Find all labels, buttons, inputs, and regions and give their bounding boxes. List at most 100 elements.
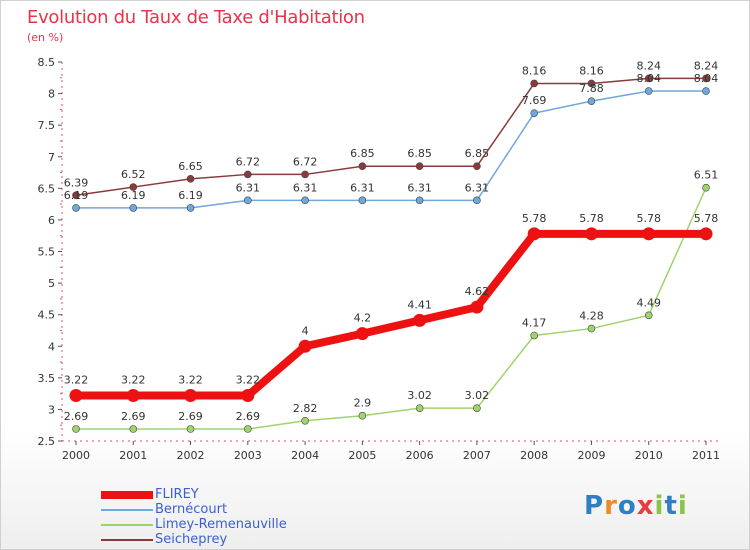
- data-label: 3.22: [178, 374, 203, 387]
- data-label: 6.31: [236, 181, 261, 194]
- legend-label: FLIREY: [155, 487, 199, 502]
- x-tick-label: 2010: [635, 449, 663, 462]
- data-label: 4.2: [354, 312, 372, 325]
- y-tick-label: 5: [48, 277, 55, 290]
- x-tick-label: 2008: [520, 449, 548, 462]
- data-point: [129, 183, 138, 191]
- data-point: [642, 227, 656, 241]
- data-label: 2.69: [64, 410, 89, 423]
- data-label: 6.85: [465, 147, 490, 160]
- data-label: 6.51: [694, 169, 719, 182]
- data-label: 3.02: [465, 389, 490, 402]
- legend-swatch: [101, 508, 153, 511]
- data-label: 6.19: [178, 189, 203, 202]
- x-tick-label: 2000: [62, 449, 90, 462]
- y-tick-label: 3.5: [38, 372, 56, 385]
- data-point: [413, 313, 427, 327]
- data-label: 6.72: [236, 155, 261, 168]
- y-tick-label: 3: [48, 403, 55, 416]
- data-point: [644, 87, 653, 95]
- data-point: [358, 411, 367, 420]
- legend-swatch: [101, 523, 153, 526]
- data-point: [244, 170, 252, 179]
- data-label: 8.16: [522, 64, 547, 77]
- data-point: [473, 162, 481, 171]
- data-label: 2.82: [293, 402, 318, 415]
- data-point: [358, 162, 367, 171]
- chart-title: Evolution du Taux de Taxe d'Habitation: [27, 7, 365, 28]
- y-tick-label: 7.5: [38, 119, 56, 132]
- data-point: [530, 331, 538, 340]
- data-point: [126, 389, 140, 403]
- proxiti-logo: Proxiti: [584, 491, 688, 521]
- legend-label: Seicheprey: [155, 532, 228, 547]
- series-line: [72, 229, 710, 400]
- data-point: [584, 227, 598, 241]
- data-label: 6.31: [293, 181, 318, 194]
- series-points: [69, 74, 713, 433]
- legend: FLIREY Bernécourt Limey-Remenauville Seiche…: [101, 487, 287, 547]
- data-label: 6.19: [64, 189, 89, 202]
- data-point: [298, 339, 312, 353]
- data-label: 6.85: [350, 147, 375, 160]
- data-point: [702, 87, 710, 95]
- data-point: [244, 425, 252, 433]
- data-label: 2.69: [178, 410, 203, 423]
- data-point: [358, 196, 367, 205]
- data-label: 3.22: [121, 374, 146, 387]
- data-label: 5.78: [522, 212, 547, 225]
- data-point: [129, 425, 138, 433]
- axes: 2.5 3 3.5 4 4.5 5 5.5 6 6.5 7 7.5 8 8.5 2000 2001 2002 2…: [38, 56, 720, 462]
- data-label: 8.16: [579, 64, 604, 77]
- legend-item: Limey-Remenauville: [101, 517, 287, 532]
- data-point: [587, 324, 596, 333]
- data-label: 7.88: [579, 82, 604, 95]
- legend-label: Bernécourt: [155, 502, 228, 517]
- y-tick-label: 7: [48, 151, 55, 164]
- y-tick-label: 8: [48, 88, 55, 101]
- data-label: 6.39: [64, 176, 89, 189]
- data-label: 8.24: [636, 59, 661, 72]
- legend-swatch: [101, 490, 153, 499]
- data-point: [186, 175, 195, 183]
- data-point: [470, 300, 484, 314]
- data-point: [186, 425, 195, 433]
- legend-item: FLIREY: [101, 487, 287, 502]
- data-point: [473, 404, 481, 412]
- data-label: 6.72: [293, 155, 318, 168]
- data-label: 5.78: [636, 212, 661, 225]
- data-point: [184, 389, 198, 403]
- data-label: 8.04: [694, 72, 719, 85]
- data-point: [527, 227, 541, 241]
- y-tick-label: 4.5: [38, 309, 56, 322]
- data-label: 4: [302, 324, 309, 337]
- data-point: [699, 227, 713, 241]
- x-tick-label: 2011: [692, 449, 720, 462]
- data-point: [244, 196, 252, 205]
- data-label: 6.85: [407, 147, 432, 160]
- data-point: [702, 74, 710, 83]
- data-label: 4.41: [407, 298, 432, 311]
- x-tick-label: 2009: [577, 449, 605, 462]
- data-label: 6.52: [121, 168, 146, 181]
- data-point: [644, 311, 653, 320]
- data-point: [241, 389, 255, 403]
- data-label: 2.9: [354, 397, 372, 410]
- x-tick-label: 2005: [348, 449, 376, 462]
- x-tick-label: 2002: [177, 449, 205, 462]
- data-point: [69, 389, 83, 403]
- data-label: 2.69: [236, 410, 261, 423]
- data-labels: 6.19 6.19 6.19 6.31 6.31 6.31 6.31 6.31 7.69 7.88…: [64, 59, 719, 423]
- data-point: [587, 79, 596, 88]
- data-label: 4.28: [579, 310, 604, 323]
- data-label: 6.31: [407, 181, 432, 194]
- data-label: 4.17: [522, 317, 547, 330]
- y-tick-label: 5.5: [38, 246, 56, 259]
- y-tick-label: 8.5: [38, 56, 56, 69]
- data-point: [72, 204, 80, 212]
- data-label: 2.69: [121, 410, 146, 423]
- data-point: [301, 196, 309, 205]
- series-lines: [72, 77, 710, 430]
- data-label: 3.22: [64, 374, 89, 387]
